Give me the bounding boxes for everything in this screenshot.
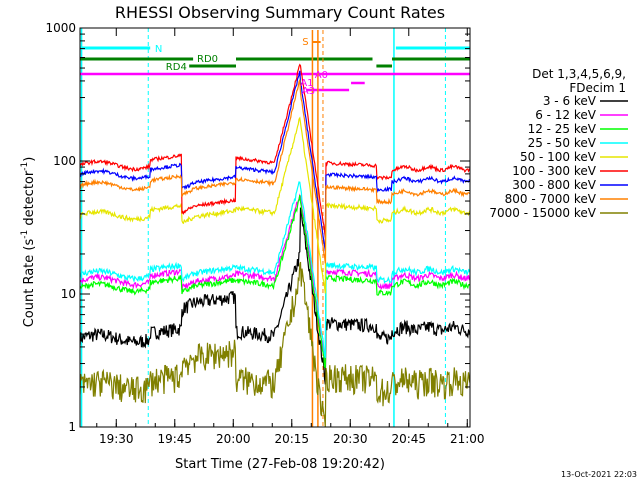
y-tick-label: 100 — [53, 154, 76, 168]
legend-label: 7000 - 15000 keV — [489, 206, 596, 220]
x-tick-label: 20:45 — [391, 432, 426, 446]
plot-frame — [79, 27, 471, 428]
legend-label: 3 - 6 keV — [543, 94, 597, 108]
y-tick-label: 1 — [68, 420, 76, 434]
state-label-rd4: RD4 — [166, 62, 187, 73]
legend-label: 12 - 25 keV — [528, 122, 597, 136]
legend-header: FDecim 1 — [569, 81, 626, 95]
series-line-1 — [80, 193, 470, 366]
legend-label: 50 - 100 keV — [520, 150, 597, 164]
legend-label: 100 - 300 keV — [512, 164, 596, 178]
chart-title: RHESSI Observing Summary Count Rates — [115, 3, 445, 22]
state-label-rd0: RD0 — [197, 54, 218, 65]
state-label-a1: A1 — [300, 78, 313, 89]
state-label-a3: A3 — [302, 86, 315, 97]
y-tick-label: 10 — [61, 287, 76, 301]
instrument-state-layer — [80, 28, 470, 427]
x-tick-label: 19:45 — [157, 432, 192, 446]
axes: 19:30 19:45 20:00 20:15 20:30 20:45 21:00 1 10 10… — [45, 21, 484, 446]
x-axis-label: Start Time (27-Feb-08 19:20:42) — [175, 457, 385, 472]
y-axis-label: Count Rate (s-1 detector-1) — [20, 157, 37, 328]
y-axis-label-end: ) — [22, 157, 37, 162]
legend-label: 25 - 50 keV — [528, 136, 597, 150]
legend-label: 300 - 800 keV — [512, 178, 596, 192]
y-axis-label-mid: detector — [22, 170, 37, 230]
series-line-3 — [80, 181, 470, 359]
legend-label: 800 - 7000 keV — [505, 192, 597, 206]
state-label-n: N — [155, 44, 162, 55]
series-line-8 — [80, 261, 470, 427]
y-tick-label: 1000 — [45, 21, 76, 35]
series-line-5 — [80, 63, 470, 238]
legend-header: Det 1,3,4,5,6,9, — [532, 67, 626, 81]
state-label-a0: A0 — [315, 70, 328, 81]
y-axis-label-sup1: -1 — [20, 230, 30, 239]
series-layer — [80, 63, 470, 427]
series-line-0 — [80, 207, 470, 385]
x-tick-label: 21:00 — [450, 432, 485, 446]
x-tick-label: 19:30 — [99, 432, 134, 446]
series-line-2 — [80, 195, 470, 369]
y-axis-label-main: Count Rate (s — [22, 239, 37, 328]
legend-label: 6 - 12 keV — [535, 108, 597, 122]
series-line-6 — [80, 70, 470, 252]
state-label-s: S — [302, 37, 308, 48]
generation-timestamp: 13-Oct-2021 22:03 — [561, 470, 637, 479]
series-line-7 — [80, 79, 470, 264]
x-tick-label: 20:30 — [333, 432, 368, 446]
y-axis-label-sup2: -1 — [20, 162, 30, 171]
x-tick-label: 20:15 — [274, 432, 309, 446]
x-tick-label: 20:00 — [216, 432, 251, 446]
series-line-4 — [80, 116, 470, 294]
